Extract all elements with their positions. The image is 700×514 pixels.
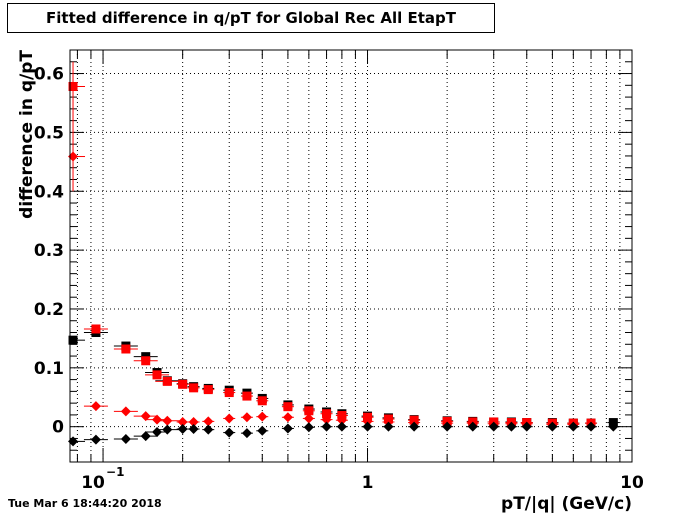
- data-point-square: [257, 396, 267, 406]
- data-point-diamond: [90, 401, 101, 412]
- data-point-diamond: [336, 415, 347, 426]
- data-point-diamond: [303, 422, 314, 433]
- plot-frame: [69, 49, 633, 463]
- x-tick-label: 10: [620, 473, 644, 493]
- y-tick-label: 0.4: [34, 182, 64, 202]
- data-point-diamond: [586, 421, 597, 432]
- y-axis-label: difference in q/pT: [17, 50, 37, 219]
- data-point-diamond: [506, 421, 517, 432]
- chart-title: Fitted difference in q/pT for Global Rec…: [7, 3, 495, 33]
- data-point-diamond: [303, 413, 314, 424]
- data-point-diamond: [442, 421, 453, 432]
- y-tick-label: 0.5: [34, 123, 64, 143]
- data-point-diamond: [140, 411, 151, 422]
- data-point-square: [322, 409, 332, 419]
- data-point-diamond: [162, 424, 173, 435]
- data-point-diamond: [521, 421, 532, 432]
- y-tick-label: 0.2: [34, 300, 64, 320]
- x-tick-exponent: −1: [106, 465, 124, 479]
- y-tick-label: 0.1: [34, 359, 64, 379]
- data-point-diamond: [203, 416, 214, 427]
- data-point-diamond: [90, 434, 101, 445]
- data-point-diamond: [321, 421, 332, 432]
- data-point-diamond: [152, 414, 163, 425]
- data-point-diamond: [152, 426, 163, 437]
- y-tick-label: 0.3: [34, 241, 64, 261]
- y-tick-label: 0: [52, 418, 64, 438]
- data-point-diamond: [282, 412, 293, 423]
- data-point-diamond: [321, 414, 332, 425]
- data-point-square: [162, 376, 172, 386]
- data-point-diamond: [488, 421, 499, 432]
- data-point-diamond: [224, 427, 235, 438]
- data-points: [68, 61, 620, 447]
- data-point-square: [121, 344, 131, 354]
- data-point-diamond: [241, 412, 252, 423]
- data-point-diamond: [140, 431, 151, 442]
- data-point-square: [178, 379, 188, 389]
- data-point-diamond: [257, 425, 268, 436]
- data-point-diamond: [568, 421, 579, 432]
- data-point-diamond: [68, 436, 79, 447]
- data-point-diamond: [203, 424, 214, 435]
- data-point-diamond: [120, 406, 131, 417]
- data-point-square: [91, 324, 101, 334]
- data-point-diamond: [224, 413, 235, 424]
- data-point-diamond: [547, 421, 558, 432]
- data-point-diamond: [177, 416, 188, 427]
- data-point-square: [242, 391, 252, 401]
- data-point-diamond: [608, 421, 619, 432]
- x-tick-label: 10: [81, 473, 105, 493]
- data-point-diamond: [188, 416, 199, 427]
- data-point-diamond: [241, 428, 252, 439]
- x-axis-label: pT/|q| (GeV/c): [501, 494, 632, 514]
- data-point-diamond: [120, 434, 131, 445]
- data-point-diamond: [162, 415, 173, 426]
- data-point-square: [203, 385, 213, 395]
- data-point-diamond: [383, 421, 394, 432]
- data-point-square: [68, 335, 78, 345]
- timestamp: Tue Mar 6 18:44:20 2018: [8, 497, 162, 510]
- data-point-square: [304, 406, 314, 416]
- data-point-diamond: [177, 424, 188, 435]
- data-point-diamond: [257, 411, 268, 422]
- data-point-diamond: [362, 416, 373, 427]
- data-point-diamond: [362, 421, 373, 432]
- axis-ticks: [70, 49, 633, 463]
- data-point-diamond: [336, 421, 347, 432]
- data-point-diamond: [409, 421, 420, 432]
- data-point-diamond: [188, 424, 199, 435]
- data-point-square: [189, 383, 199, 393]
- grid-lines: [70, 50, 632, 462]
- data-point-square: [283, 402, 293, 412]
- data-point-diamond: [282, 423, 293, 434]
- data-point-diamond: [467, 421, 478, 432]
- data-point-square: [224, 388, 234, 398]
- data-point-square: [152, 370, 162, 380]
- data-point-square: [141, 356, 151, 366]
- x-tick-label: 1: [362, 473, 374, 493]
- y-tick-label: 0.6: [34, 65, 64, 85]
